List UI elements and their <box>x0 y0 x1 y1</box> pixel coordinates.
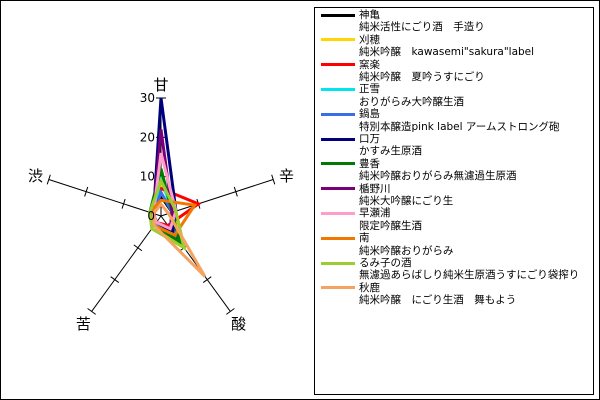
legend-swatch-7 <box>321 187 355 191</box>
legend-swatch-4 <box>321 112 355 116</box>
legend-product-5: かすみ生原酒 <box>359 145 422 158</box>
legend-entry-8: 早瀬浦 限定吟醸生酒 <box>321 207 593 232</box>
axis-tick-2-2 <box>202 276 212 283</box>
legend-product-4: 特別本醸造pink label アームストロング砲 <box>359 120 560 133</box>
radar-tick-labels: 0 10 20 30 <box>140 91 155 223</box>
axis-line-4 <box>48 179 162 217</box>
radial-tick-label-1: 10 <box>140 170 155 184</box>
legend-product-9: 純米吟醸おりがらみ <box>359 244 454 257</box>
axis-tick-1-3 <box>271 174 276 185</box>
legend-brand-6: 豊香 <box>359 157 380 170</box>
radar-axis-labels: 甘辛酸 苦 渋 <box>28 76 294 333</box>
legend-swatch-5 <box>321 137 355 141</box>
axis-tick-2-3 <box>226 308 235 315</box>
legend-swatch-2 <box>321 63 355 67</box>
legend-brand-8: 早瀬浦 <box>359 207 391 220</box>
axis-label-3: 苦 <box>76 315 91 333</box>
axis-line-3 <box>91 215 162 312</box>
axis-tick-4-3 <box>46 174 51 185</box>
legend-brand-1: 刈穂 <box>359 33 380 46</box>
legend-entry-11: 秋鹿 純米吟醸 にごり生酒 舞もよう <box>321 282 593 307</box>
legend: 神亀 純米活性にごり酒 手造り 刈穂 純米吟醸 kawasemi"sakura"lab… <box>314 7 594 395</box>
axis-tick-4-1 <box>121 198 126 209</box>
legend-swatch-10 <box>321 261 355 265</box>
legend-product-2: 純米吟醸 夏吟うすにごり <box>359 70 485 83</box>
legend-product-0: 純米活性にごり酒 手造り <box>359 21 485 34</box>
legend-entry-7: 楯野川 純米大吟醸にごり生 <box>321 183 593 208</box>
legend-product-10: 無濾過あらばしり純米生原酒うすにごり袋搾り <box>359 269 580 282</box>
legend-brand-5: 口万 <box>359 132 380 145</box>
legend-brand-11: 秋鹿 <box>359 281 380 294</box>
legend-product-1: 純米吟醸 kawasemi"sakura"label <box>359 46 535 59</box>
legend-swatch-0 <box>321 13 355 17</box>
radar-axes <box>46 97 276 315</box>
radar-series <box>148 97 207 278</box>
radial-tick-label-2: 20 <box>140 130 155 144</box>
axis-tick-1-2 <box>233 186 238 197</box>
legend-swatch-6 <box>321 162 355 166</box>
legend-swatch-3 <box>321 88 355 92</box>
legend-product-3: おりがらみ大吟醸生酒 <box>359 95 464 108</box>
legend-product-8: 限定吟醸生酒 <box>359 219 422 232</box>
legend-brand-3: 正雪 <box>359 83 380 96</box>
legend-product-6: 純米吟醸おりがらみ無濾過生原酒 <box>359 170 517 183</box>
legend-brand-2: 窯楽 <box>359 58 380 71</box>
axis-tick-3-1 <box>133 244 143 252</box>
axis-tick-3-3 <box>87 308 96 315</box>
axis-line-1 <box>160 179 274 217</box>
legend-swatch-11 <box>321 286 355 290</box>
axis-label-4: 渋 <box>28 167 43 185</box>
legend-brand-0: 神亀 <box>359 9 380 21</box>
legend-entry-1: 刈穂 純米吟醸 kawasemi"sakura"label <box>321 34 593 59</box>
axis-label-0: 甘 <box>153 76 168 94</box>
legend-swatch-9 <box>321 236 355 240</box>
legend-entry-0: 神亀 純米活性にごり酒 手造り <box>321 9 593 34</box>
legend-product-7: 純米大吟醸にごり生 <box>359 194 454 207</box>
legend-entry-3: 正雪 おりがらみ大吟醸生酒 <box>321 83 593 108</box>
legend-brand-7: 楯野川 <box>359 182 391 195</box>
legend-swatch-1 <box>321 38 355 42</box>
series-polygon-11 <box>151 201 207 278</box>
legend-brand-4: 鍋島 <box>359 108 380 121</box>
legend-swatch-8 <box>321 212 355 216</box>
axis-tick-3-2 <box>110 276 120 283</box>
radar-chart: 0 10 20 30 甘辛酸 苦 渋 <box>28 76 294 333</box>
legend-entry-9: 南純米吟醸おりがらみ <box>321 232 593 257</box>
legend-brand-10: るみ子の酒 <box>359 256 412 269</box>
legend-brand-9: 南 <box>359 232 370 245</box>
legend-product-11: 純米吟醸 にごり生酒 舞もよう <box>359 294 517 307</box>
legend-entry-5: 口万 かすみ生原酒 <box>321 133 593 158</box>
radial-tick-label-3: 30 <box>140 91 155 105</box>
legend-entry-6: 豊香 純米吟醸おりがらみ無濾過生原酒 <box>321 158 593 183</box>
axis-label-2: 酸 <box>231 315 246 333</box>
legend-entry-2: 窯楽 純米吟醸 夏吟うすにごり <box>321 59 593 84</box>
axis-label-1: 辛 <box>279 167 294 185</box>
axis-tick-4-2 <box>84 186 89 197</box>
legend-entry-4: 鍋島 特別本醸造pink label アームストロング砲 <box>321 108 593 133</box>
radial-tick-label-0: 0 <box>147 209 155 223</box>
legend-entry-10: るみ子の酒 無濾過あらばしり純米生原酒うすにごり袋搾り <box>321 257 593 282</box>
